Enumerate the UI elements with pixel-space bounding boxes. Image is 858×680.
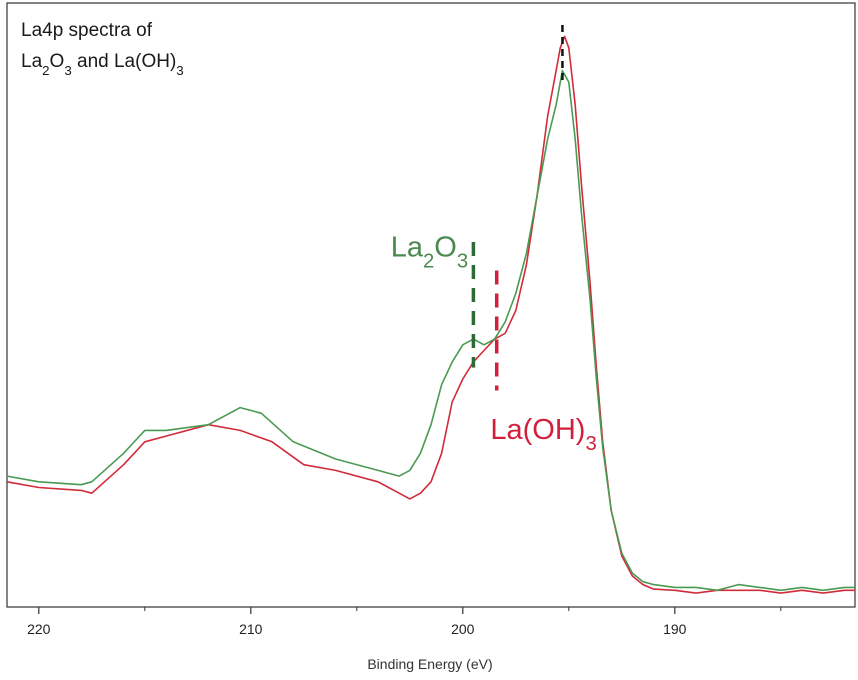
x-tick-label-200: 200 [451, 621, 475, 637]
subscript-part: 3 [457, 250, 468, 272]
chart-title-line-1: La4p spectra of [21, 20, 153, 41]
text-part: La [391, 231, 424, 263]
chart-title-line-2: La2O3 and La(OH)3 [21, 51, 184, 78]
text-part: O [50, 51, 65, 72]
text-part: O [434, 231, 457, 263]
x-tick-label-220: 220 [27, 621, 51, 637]
series-layer [6, 35, 855, 594]
text-part: La(OH) [490, 414, 585, 446]
plot-area-frame [6, 2, 856, 608]
x-tick-label-190: 190 [663, 621, 687, 637]
x-axis-ticks: 220 210 200 190 [27, 607, 782, 637]
subscript-part: 3 [585, 433, 596, 455]
subscript-part: 3 [176, 63, 183, 78]
marker-layer [471, 25, 564, 391]
x-axis-label: Binding Energy (eV) [367, 656, 492, 672]
annotation-label-2: La(OH)3 [490, 414, 596, 455]
spectrum-line-2 [6, 69, 855, 592]
annotation-label-1: La2O3 [391, 231, 468, 272]
x-tick-label-210: 210 [239, 621, 263, 637]
text-part: La [21, 51, 43, 72]
spectrum-line-1 [6, 35, 855, 594]
subscript-part: 3 [64, 63, 71, 78]
text-part: and La(OH) [72, 51, 177, 72]
subscript-part: 2 [423, 250, 434, 272]
subscript-part: 2 [42, 63, 49, 78]
